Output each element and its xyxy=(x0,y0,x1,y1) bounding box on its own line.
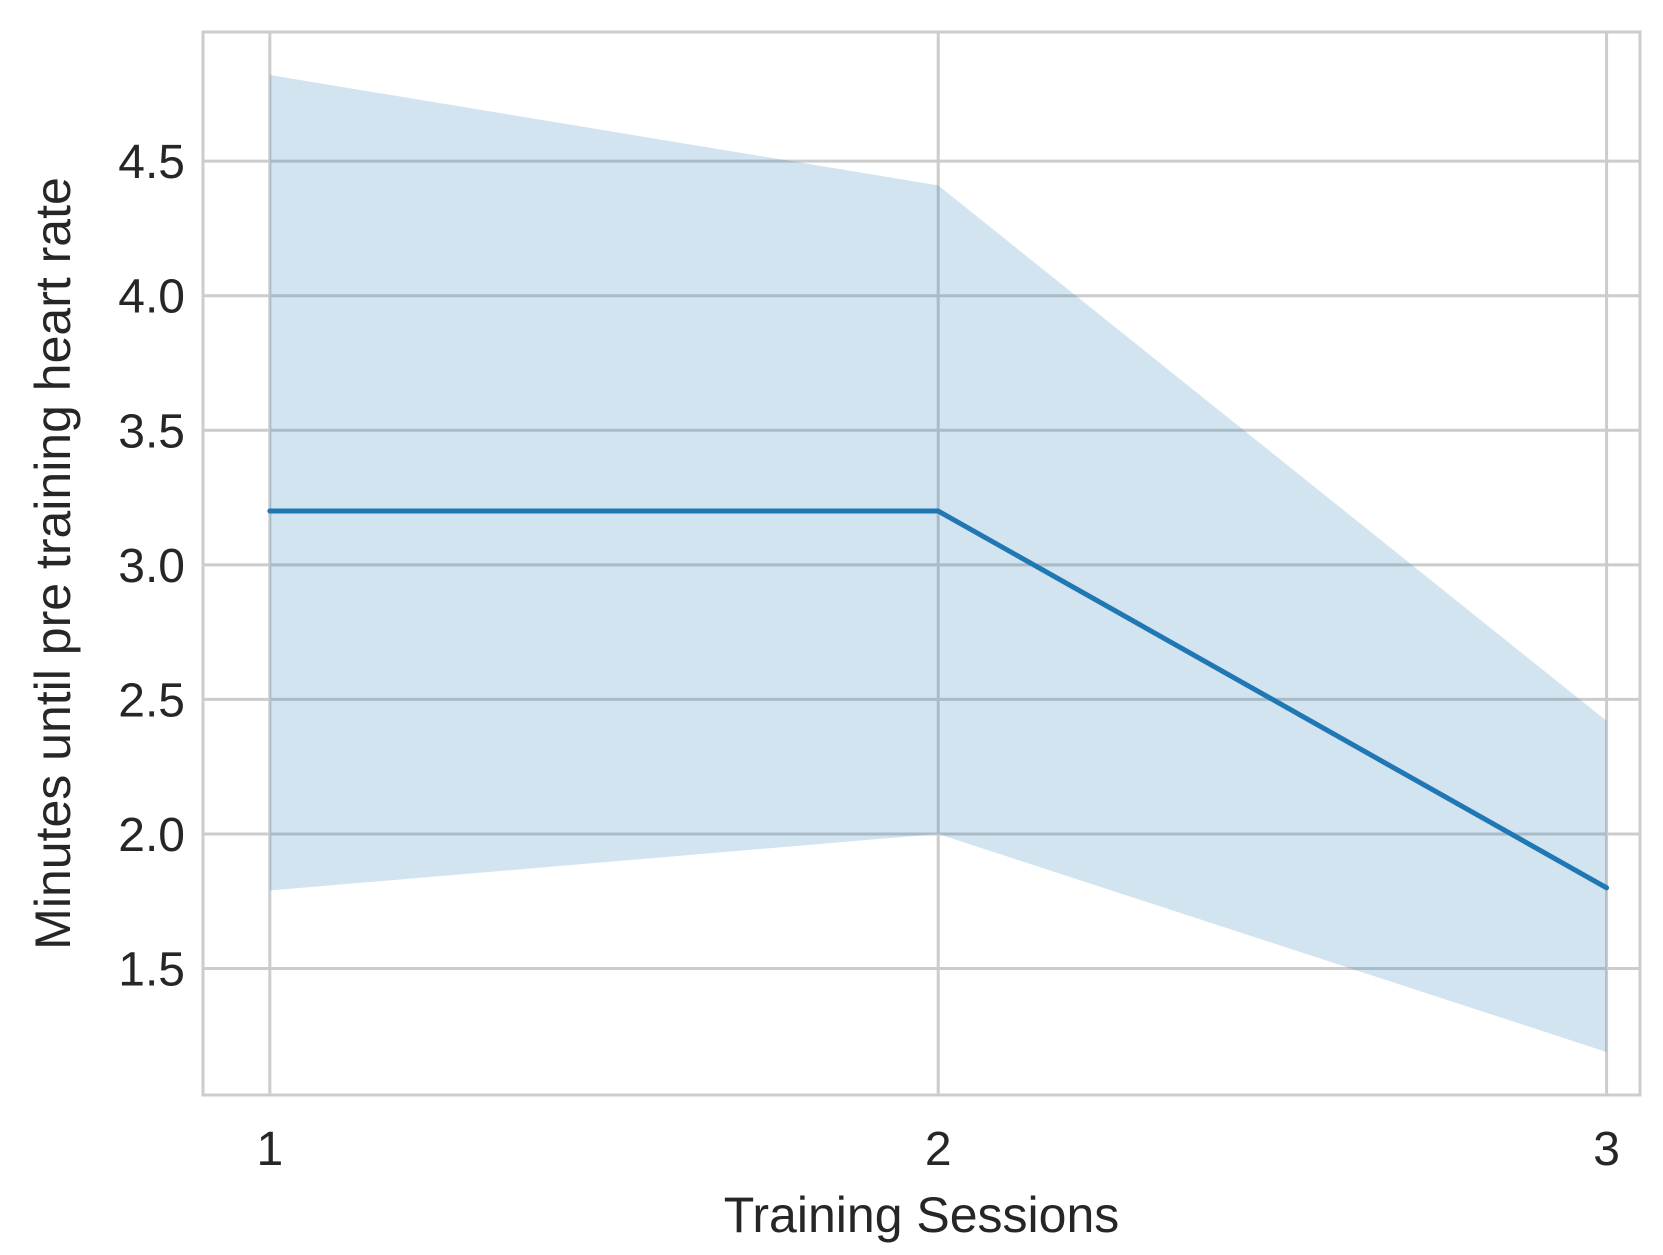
x-gridlines xyxy=(268,32,1609,1095)
x-tick-label: 3 xyxy=(1593,1123,1620,1176)
x-tick-label: 2 xyxy=(925,1123,952,1176)
series-lines xyxy=(267,508,1610,891)
y-tick-label: 4.0 xyxy=(118,271,185,324)
y-tick-label: 2.0 xyxy=(118,809,185,862)
plot-frame xyxy=(201,30,1642,1097)
x-tick-label: 1 xyxy=(256,1123,283,1176)
x-tick-labels: 1 2 3 xyxy=(256,1123,1619,1176)
confidence-band xyxy=(269,75,1607,1052)
y-axis-title: Minutes until pre training heart rate xyxy=(25,177,81,950)
y-tick-label: 2.5 xyxy=(118,674,185,727)
y-gridlines xyxy=(203,159,1640,971)
y-tick-label: 1.5 xyxy=(118,944,185,997)
y-tick-label: 4.5 xyxy=(118,136,185,189)
y-tick-labels: 1.5 2.0 2.5 3.0 3.5 4.0 4.5 xyxy=(118,136,185,996)
y-tick-label: 3.0 xyxy=(118,540,185,593)
confidence-bands xyxy=(269,75,1607,1052)
y-tick-label: 3.5 xyxy=(118,405,185,458)
x-axis-title: Training Sessions xyxy=(724,1187,1120,1243)
